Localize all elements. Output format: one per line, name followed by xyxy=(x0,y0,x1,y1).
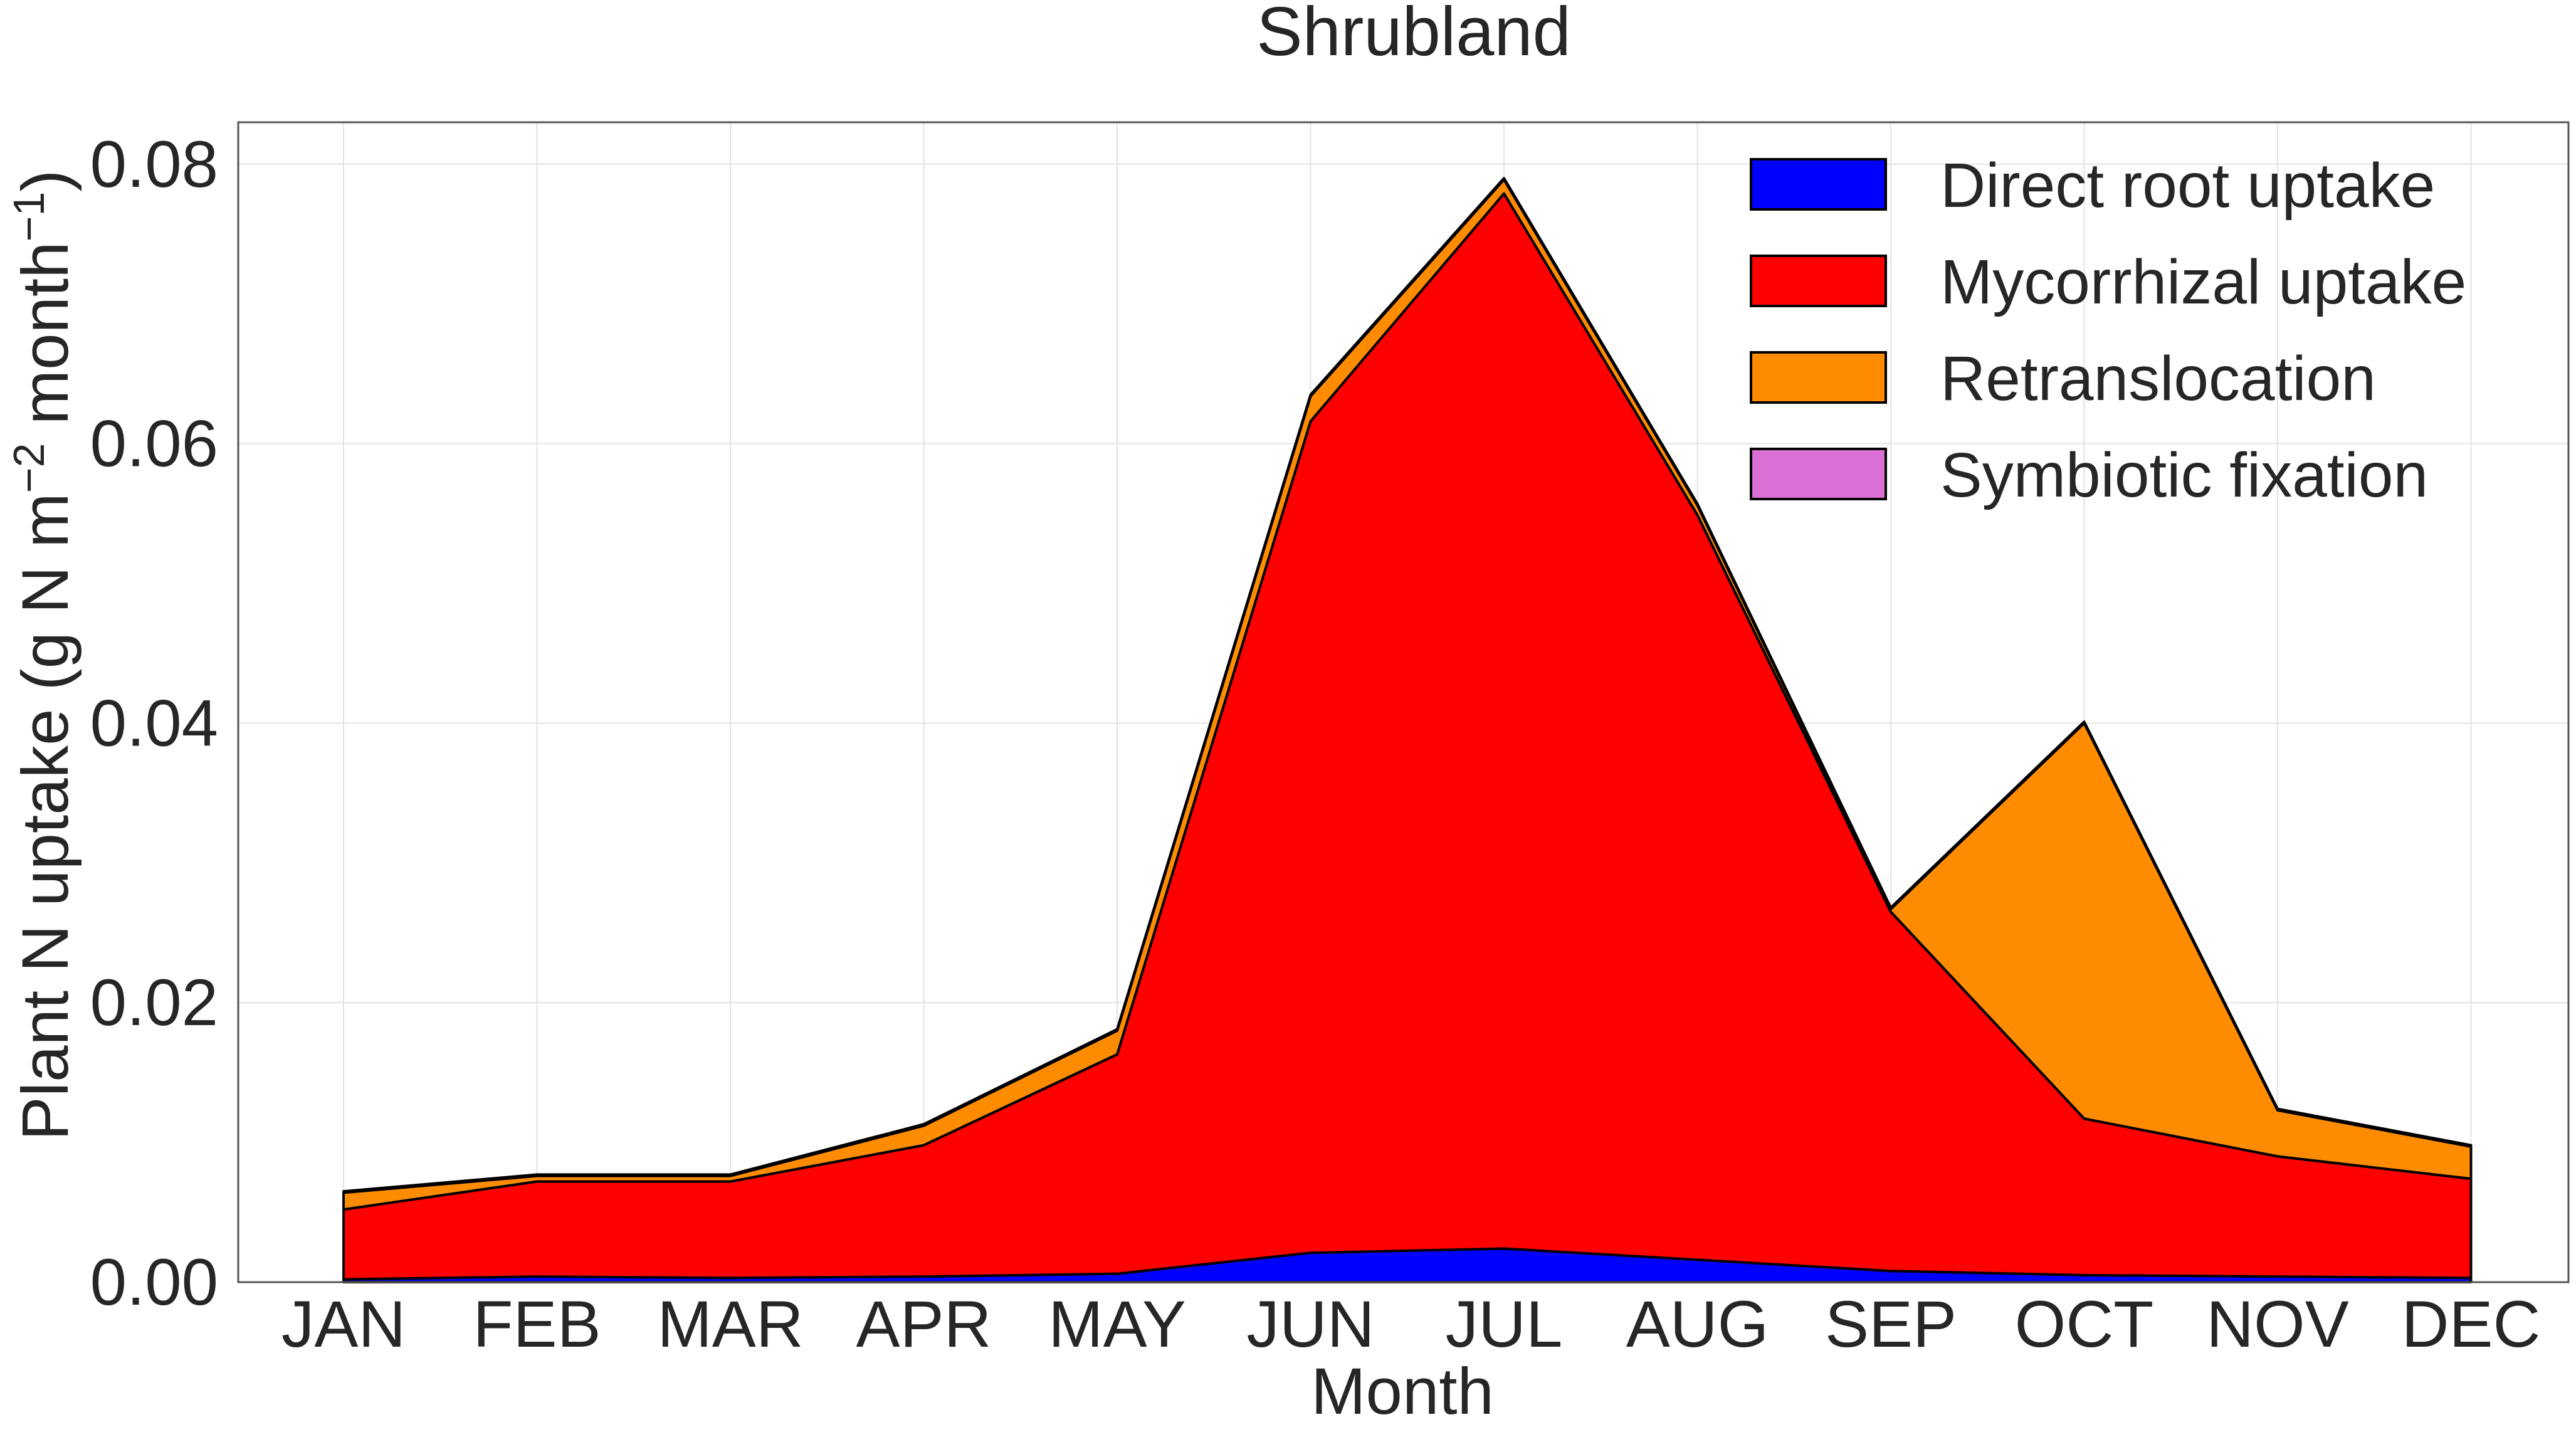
area-layer xyxy=(342,177,2473,1283)
x-tick-label: MAY xyxy=(1048,1288,1186,1361)
y-tick-label: 0.00 xyxy=(90,1246,218,1319)
x-tick-label: NOV xyxy=(2206,1288,2349,1361)
x-tick-label: SEP xyxy=(1825,1288,1957,1361)
legend-swatch xyxy=(1750,255,1887,307)
x-tick-label: MAR xyxy=(657,1288,803,1361)
x-tick-label: AUG xyxy=(1626,1288,1769,1361)
x-tick-label: JUL xyxy=(1446,1288,1563,1361)
legend-label: Symbiotic fixation xyxy=(1940,440,2428,510)
legend-label: Direct root uptake xyxy=(1940,150,2435,221)
y-axis-ticks: 0.00 0.02 0.04 0.06 0.08 xyxy=(90,128,218,1319)
x-tick-label: APR xyxy=(856,1288,992,1361)
legend-swatch xyxy=(1750,158,1887,211)
plot-frame xyxy=(237,121,2570,1283)
area-series-3 xyxy=(342,177,2473,1194)
y-tick-label: 0.08 xyxy=(90,128,218,201)
x-tick-label: JUN xyxy=(1246,1288,1374,1361)
y-tick-label: 0.06 xyxy=(90,408,218,481)
legend-swatch xyxy=(1750,448,1887,500)
legend-label: Retranslocation xyxy=(1940,344,2376,414)
x-axis-label: Month xyxy=(1311,1355,1494,1428)
y-tick-label: 0.04 xyxy=(90,687,218,760)
y-axis-label-mid: month xyxy=(9,242,82,443)
x-tick-label: JAN xyxy=(281,1288,406,1361)
y-axis-label: Plant N uptake (g N m−2 month−1) xyxy=(4,170,82,1141)
x-axis-ticks: JAN FEB MAR APR MAY JUN JUL AUG SEP OCT NOV DEC xyxy=(281,1288,2541,1361)
x-tick-label: FEB xyxy=(473,1288,601,1361)
x-tick-label: OCT xyxy=(2015,1288,2154,1361)
x-tick-label: DEC xyxy=(2402,1288,2541,1361)
y-axis-label-sup1: −2 xyxy=(4,443,53,493)
y-axis-label-end: ) xyxy=(9,170,82,192)
legend-swatch xyxy=(1750,351,1887,404)
legend-label: Mycorrhizal uptake xyxy=(1940,247,2466,317)
chart-title: Shrubland xyxy=(1256,0,1571,70)
y-axis-label-sup2: −1 xyxy=(4,192,53,242)
y-axis-label-main: Plant N uptake (g N m xyxy=(9,493,82,1140)
y-tick-label: 0.02 xyxy=(90,966,218,1040)
legend: Direct root uptake Mycorrhizal uptake Retr… xyxy=(1750,150,2466,510)
